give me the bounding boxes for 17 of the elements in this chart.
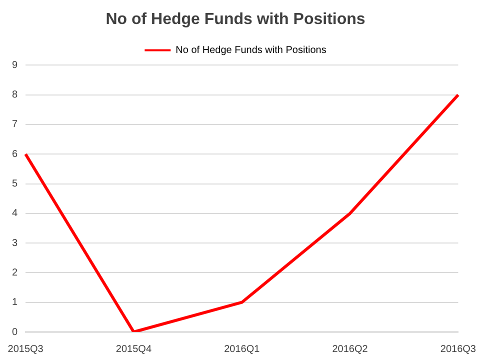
x-tick-label: 2016Q3 bbox=[440, 344, 476, 355]
y-tick-label: 9 bbox=[12, 60, 18, 71]
x-tick-label: 2015Q4 bbox=[116, 344, 152, 355]
x-tick-label: 2015Q3 bbox=[8, 344, 44, 355]
legend-label: No of Hedge Funds with Positions bbox=[176, 44, 326, 56]
y-tick-label: 0 bbox=[12, 326, 18, 338]
y-tick-label: 3 bbox=[12, 238, 18, 249]
x-tick-label: 2016Q1 bbox=[224, 344, 260, 355]
y-tick-label: 7 bbox=[12, 119, 18, 130]
y-tick-label: 1 bbox=[12, 297, 18, 308]
y-tick-label: 6 bbox=[12, 148, 18, 160]
y-tick-label: 5 bbox=[12, 178, 18, 190]
chart-title: No of Hedge Funds with Positions bbox=[106, 11, 366, 28]
y-tick-label: 8 bbox=[12, 90, 18, 101]
x-tick-label: 2016Q2 bbox=[332, 344, 368, 355]
y-tick-label: 2 bbox=[12, 267, 18, 278]
y-tick-label: 4 bbox=[12, 208, 18, 220]
